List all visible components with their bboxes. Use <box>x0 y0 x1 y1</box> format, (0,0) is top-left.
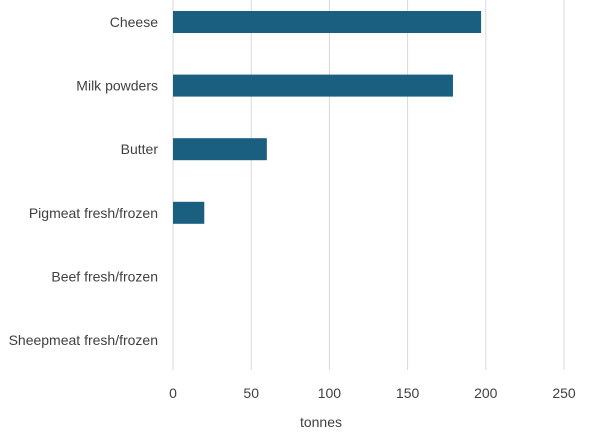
bar <box>173 74 453 97</box>
bar <box>173 11 482 33</box>
category-label: Sheepmeat fresh/frozen <box>9 332 158 348</box>
x-tick-label: 250 <box>552 385 576 401</box>
category-label: Cheese <box>110 14 158 30</box>
x-axis-title: tonnes <box>300 414 342 430</box>
gridlines <box>172 0 565 370</box>
category-label: Beef fresh/frozen <box>51 268 158 284</box>
x-tick-label: 50 <box>243 385 259 401</box>
category-labels: Cheese Milk powders Butter Pigmeat fresh/fr… <box>9 14 159 348</box>
category-label: Pigmeat fresh/frozen <box>29 205 158 221</box>
category-label: Butter <box>121 141 159 157</box>
x-tick-label: 150 <box>396 385 420 401</box>
bar <box>173 201 205 224</box>
x-tick-label: 200 <box>474 385 498 401</box>
x-tick-labels: 0 50 100 150 200 250 <box>169 385 576 401</box>
bars <box>173 11 482 224</box>
x-tick-label: 100 <box>318 385 342 401</box>
bar <box>173 138 267 161</box>
category-label: Milk powders <box>76 78 158 94</box>
x-tick-label: 0 <box>169 385 177 401</box>
